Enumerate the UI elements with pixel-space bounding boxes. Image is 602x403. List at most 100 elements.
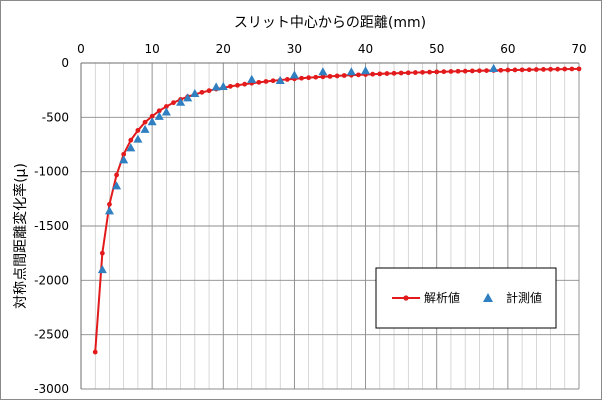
x-tick-label: 30 <box>287 42 302 56</box>
y-tick-label: -2000 <box>34 273 69 287</box>
data-point-analysis <box>327 73 333 79</box>
data-point-analysis <box>114 172 119 178</box>
data-point-analysis <box>548 66 553 72</box>
legend-label-analysis: 解析値 <box>424 290 460 305</box>
y-tick-label: -3000 <box>34 382 69 396</box>
y-tick-label: -500 <box>42 110 69 124</box>
data-point-analysis <box>526 67 532 73</box>
data-point-analysis <box>384 71 390 76</box>
data-point-measured <box>112 181 122 190</box>
data-point-analysis <box>519 67 525 73</box>
data-point-analysis <box>398 70 404 76</box>
y-tick-label: -1000 <box>34 165 69 179</box>
y-tick-labels: 0 -500 -1000 -1500 -2000 -2500 -3000 <box>34 56 69 396</box>
data-point-analysis <box>92 349 98 355</box>
data-point-measured <box>247 74 257 83</box>
legend-label-measured: 計測値 <box>506 290 542 305</box>
data-point-measured <box>190 88 200 98</box>
y-axis-title: 対称点間距離変化率(μ) <box>12 163 29 309</box>
data-point-analysis <box>576 66 582 72</box>
x-tick-labels: 0 10 20 30 40 50 60 70 <box>77 42 586 56</box>
data-point-measured <box>176 97 186 106</box>
series-measured <box>97 63 499 274</box>
x-tick-label: 0 <box>77 42 85 56</box>
data-point-measured <box>154 111 164 120</box>
data-point-measured <box>183 93 193 102</box>
data-point-analysis <box>434 69 440 75</box>
y-tick-label: -2500 <box>34 328 69 342</box>
data-point-analysis <box>341 73 347 78</box>
data-point-measured <box>361 66 371 75</box>
data-point-analysis <box>121 151 127 157</box>
data-point-analysis <box>142 119 148 125</box>
data-point-analysis <box>441 69 447 75</box>
data-point-analysis <box>242 81 248 87</box>
data-point-analysis <box>334 73 340 79</box>
data-point-analysis <box>562 66 568 72</box>
x-tick-label: 50 <box>429 42 444 56</box>
legend-swatch-analysis-dot <box>403 295 409 301</box>
data-point-analysis <box>469 68 475 74</box>
y-tick-label: -1500 <box>34 219 69 233</box>
data-point-measured <box>147 117 157 126</box>
data-point-analysis <box>484 68 489 74</box>
legend-swatch-measured-triangle <box>483 293 493 302</box>
data-point-analysis <box>541 67 546 72</box>
data-point-analysis <box>420 69 425 75</box>
data-point-analysis <box>405 70 411 76</box>
data-point-analysis <box>135 127 141 133</box>
data-point-measured <box>318 67 328 76</box>
data-point-measured <box>275 75 285 84</box>
data-point-analysis <box>313 74 319 80</box>
data-point-analysis <box>284 77 290 82</box>
data-point-measured <box>104 206 114 215</box>
data-point-analysis <box>427 69 432 75</box>
x-tick-label: 60 <box>500 42 515 56</box>
data-point-analysis <box>377 71 383 77</box>
data-point-analysis <box>199 89 205 95</box>
data-point-analysis <box>555 66 561 72</box>
data-point-analysis <box>533 67 539 72</box>
data-point-measured <box>161 107 171 116</box>
data-point-analysis <box>235 82 240 88</box>
x-tick-label: 40 <box>358 42 373 56</box>
data-point-analysis <box>99 250 105 256</box>
legend: 解析値 計測値 <box>375 267 557 329</box>
data-point-analysis <box>455 68 461 74</box>
data-point-measured <box>346 67 356 76</box>
data-point-measured <box>218 81 228 90</box>
data-point-measured <box>211 82 221 91</box>
data-point-analysis <box>263 79 269 84</box>
data-point-measured <box>289 70 299 79</box>
data-point-measured <box>140 124 150 133</box>
data-point-analysis <box>477 68 482 74</box>
x-axis-title: スリット中心からの距離(mm) <box>234 14 426 31</box>
data-point-analysis <box>163 104 169 109</box>
data-point-analysis <box>171 100 176 106</box>
data-point-measured <box>133 134 143 143</box>
data-point-analysis <box>228 83 233 89</box>
data-point-measured <box>119 155 129 164</box>
x-tick-label: 70 <box>571 42 586 56</box>
data-point-measured <box>489 63 499 73</box>
grid <box>80 62 580 390</box>
data-point-analysis <box>299 75 304 81</box>
x-tick-label: 10 <box>145 42 160 56</box>
data-point-analysis <box>270 78 276 84</box>
data-point-analysis <box>391 70 397 76</box>
data-point-analysis <box>206 88 212 94</box>
axes <box>80 62 579 389</box>
data-point-analysis <box>356 72 361 78</box>
data-point-analysis <box>569 66 575 72</box>
data-point-analysis <box>256 79 262 85</box>
x-tick-label: 20 <box>216 42 231 56</box>
data-point-measured <box>126 143 136 152</box>
data-point-analysis <box>320 74 326 80</box>
data-point-measured <box>97 264 107 274</box>
data-point-analysis <box>107 201 112 207</box>
data-point-analysis <box>448 69 454 74</box>
data-point-analysis <box>498 67 504 73</box>
data-point-analysis <box>156 108 162 114</box>
